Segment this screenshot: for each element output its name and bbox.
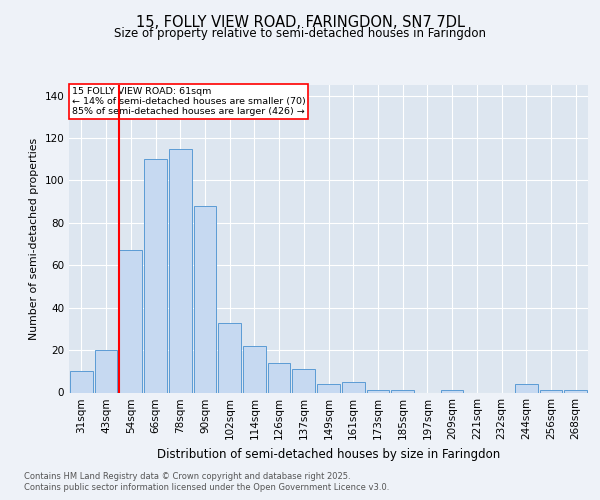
Text: Size of property relative to semi-detached houses in Faringdon: Size of property relative to semi-detach… — [114, 28, 486, 40]
Bar — [218, 322, 241, 392]
Bar — [268, 363, 290, 392]
Text: Contains HM Land Registry data © Crown copyright and database right 2025.: Contains HM Land Registry data © Crown c… — [24, 472, 350, 481]
Text: Contains public sector information licensed under the Open Government Licence v3: Contains public sector information licen… — [24, 484, 389, 492]
Bar — [194, 206, 216, 392]
X-axis label: Distribution of semi-detached houses by size in Faringdon: Distribution of semi-detached houses by … — [157, 448, 500, 461]
Bar — [515, 384, 538, 392]
Bar — [441, 390, 463, 392]
Bar — [169, 148, 191, 392]
Bar — [564, 390, 587, 392]
Bar — [342, 382, 365, 392]
Bar — [95, 350, 118, 393]
Bar — [292, 369, 315, 392]
Bar — [243, 346, 266, 393]
Bar — [144, 159, 167, 392]
Bar — [391, 390, 414, 392]
Bar — [119, 250, 142, 392]
Text: 15 FOLLY VIEW ROAD: 61sqm
← 14% of semi-detached houses are smaller (70)
85% of : 15 FOLLY VIEW ROAD: 61sqm ← 14% of semi-… — [71, 86, 305, 117]
Text: 15, FOLLY VIEW ROAD, FARINGDON, SN7 7DL: 15, FOLLY VIEW ROAD, FARINGDON, SN7 7DL — [136, 15, 464, 30]
Bar — [539, 390, 562, 392]
Bar — [317, 384, 340, 392]
Bar — [70, 372, 93, 392]
Bar — [367, 390, 389, 392]
Y-axis label: Number of semi-detached properties: Number of semi-detached properties — [29, 138, 39, 340]
